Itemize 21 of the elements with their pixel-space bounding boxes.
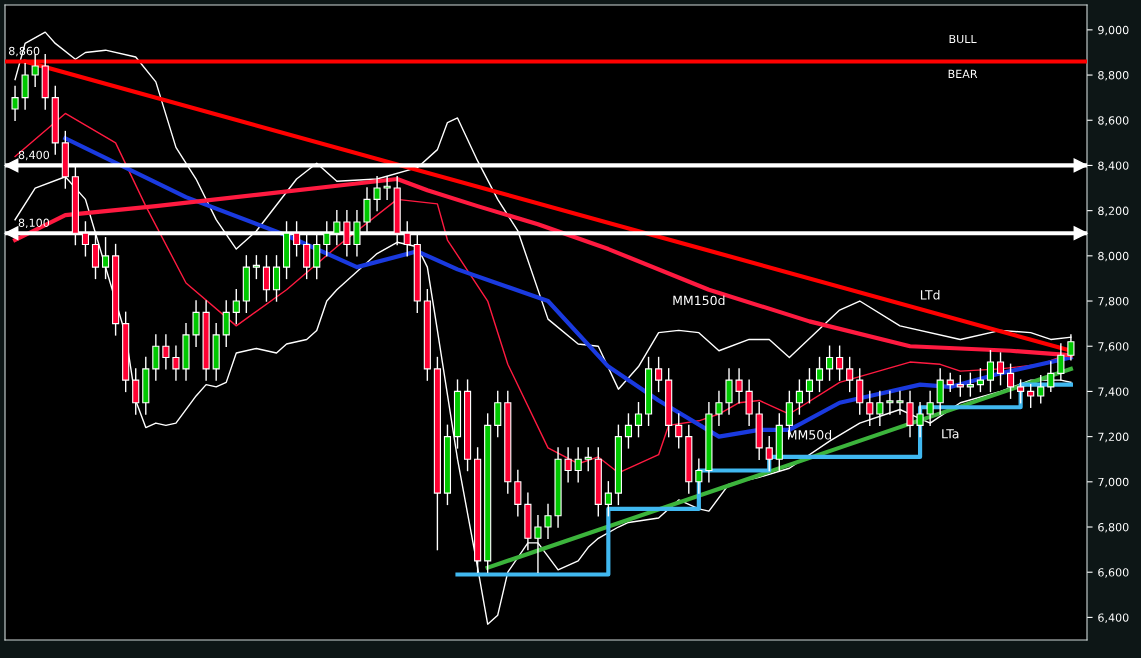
y-tick-label: 7,800 bbox=[1098, 297, 1129, 307]
y-tick-label: 8,400 bbox=[1098, 161, 1129, 171]
y-tick-label: 8,800 bbox=[1098, 71, 1129, 81]
y-tick-label: 6,400 bbox=[1098, 613, 1129, 623]
ref-line-label: 8,400 bbox=[18, 150, 50, 161]
y-tick-label: 7,000 bbox=[1098, 477, 1129, 488]
y-tick-label: 7,600 bbox=[1098, 342, 1129, 352]
y-tick-label: 8,000 bbox=[1098, 251, 1129, 262]
y-tick-label: 8,200 bbox=[1098, 206, 1129, 217]
y-tick-label: 7,200 bbox=[1098, 432, 1129, 443]
y-tick-label: 6,800 bbox=[1098, 522, 1129, 533]
y-tick-label: 9,000 bbox=[1098, 25, 1129, 36]
annotation: BULL bbox=[949, 34, 977, 44]
series-label: LTd bbox=[920, 289, 940, 300]
annotation: BEAR bbox=[948, 69, 978, 78]
y-tick-label: 6,600 bbox=[1098, 568, 1129, 578]
series-label: MM50d bbox=[787, 429, 832, 440]
y-tick-label: 7,400 bbox=[1098, 387, 1129, 397]
series-label: MM150d bbox=[673, 295, 725, 306]
y-tick-label: 8,600 bbox=[1098, 116, 1129, 126]
series-label: LTa bbox=[942, 429, 959, 439]
